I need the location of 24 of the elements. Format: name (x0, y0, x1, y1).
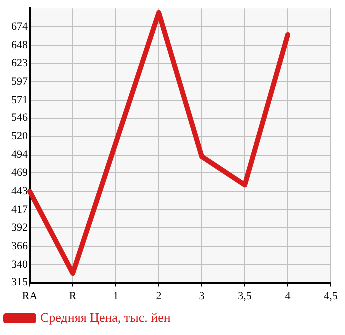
x-tick-label: 4,5 (324, 290, 338, 302)
x-tick-label: 3,5 (238, 290, 252, 302)
y-tick-label: 494 (12, 149, 28, 162)
y-tick-label: 315 (12, 276, 28, 289)
x-tick-label: RA (22, 290, 38, 302)
x-tick-label: 2 (156, 290, 162, 302)
x-tick-label: R (69, 290, 78, 302)
y-tick-label: 520 (12, 130, 28, 143)
y-tick-label: 366 (12, 240, 28, 252)
y-tick-label: 340 (12, 258, 28, 271)
y-tick-label: 571 (12, 94, 28, 106)
y-tick-label: 648 (12, 40, 28, 52)
x-tick-label: 4 (285, 290, 292, 302)
y-tick-label: 469 (12, 167, 28, 180)
y-tick-label: 546 (12, 112, 28, 124)
y-tick-label: 392 (12, 222, 28, 234)
y-tick-label: 623 (12, 57, 28, 70)
y-tick-label: 597 (12, 76, 28, 88)
y-tick-label: 417 (12, 204, 28, 216)
legend-label: Средняя Цена, тыс. йен (40, 310, 171, 325)
y-tick-label: 443 (12, 186, 28, 198)
x-tick-label: 1 (113, 290, 119, 302)
x-tick-label: 3 (199, 290, 206, 302)
y-tick-label: 674 (12, 21, 28, 34)
